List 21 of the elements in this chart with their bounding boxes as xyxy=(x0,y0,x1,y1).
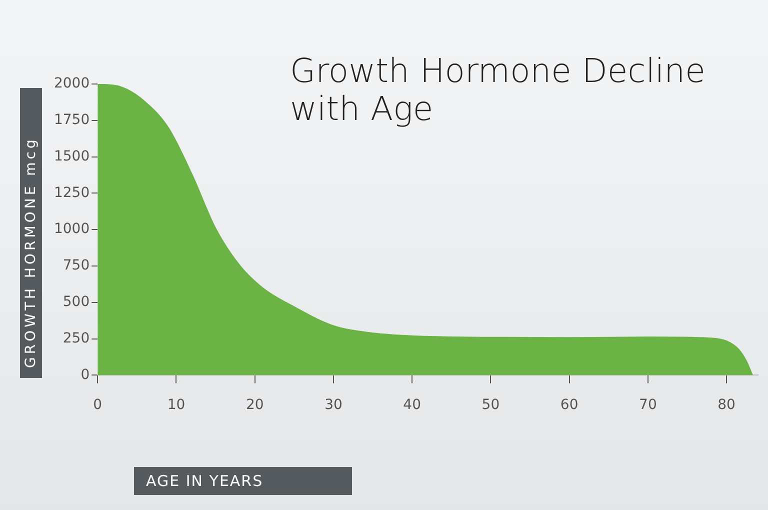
x-tick-label: 30 xyxy=(324,397,342,414)
x-tick-label: 60 xyxy=(560,397,578,414)
y-tick-label: 1500 xyxy=(54,148,90,164)
x-tick-label: 50 xyxy=(482,397,500,414)
y-tick-label: 500 xyxy=(62,294,90,310)
x-tick-label: 10 xyxy=(167,397,186,414)
x-tick-label: 40 xyxy=(403,397,422,414)
x-axis-title: AGE IN YEARS xyxy=(134,467,352,495)
x-tick-label: 70 xyxy=(639,397,657,414)
y-tick-label: 250 xyxy=(62,330,90,346)
y-tick-label: 1750 xyxy=(54,112,90,128)
y-tick-label: 1000 xyxy=(54,221,90,238)
x-tick-label: 20 xyxy=(246,397,264,414)
chart-title: Growth Hormone Decline with Age xyxy=(290,51,706,128)
y-tick-label: 1250 xyxy=(54,184,90,201)
x-tick-label: 80 xyxy=(718,397,736,414)
y-tick-label: 750 xyxy=(62,258,90,274)
y-axis-title: GROWTH HORMONE mcg xyxy=(20,88,42,378)
x-tick-label: 0 xyxy=(93,397,102,414)
y-tick-label: 2000 xyxy=(54,76,90,92)
y-tick-label: 0 xyxy=(80,366,90,383)
